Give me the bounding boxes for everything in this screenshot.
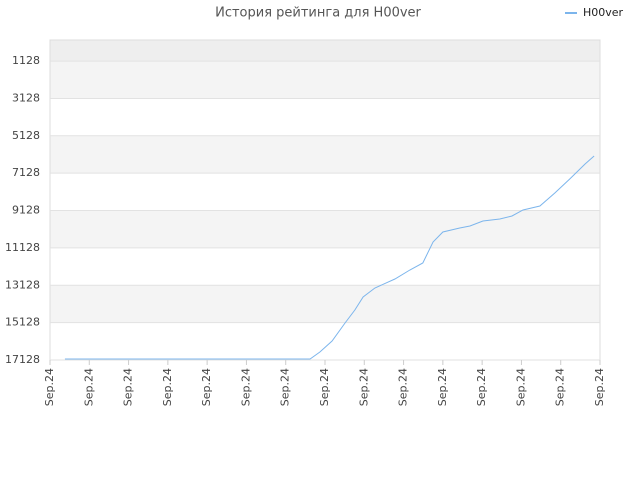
x-tick-label: Sep.24 [593,368,606,406]
y-tick-label: 7128 [12,166,40,179]
chart-title: История рейтинга для H00ver [215,6,421,21]
y-tick-label: 17128 [5,353,40,366]
x-tick-label: Sep.24 [200,368,213,406]
grid-band [50,135,600,174]
y-tick-label: 1128 [12,54,40,67]
x-tick-label: Sep.24 [475,368,488,406]
x-tick-label: Sep.24 [554,368,567,406]
x-tick-label: Sep.24 [161,368,174,406]
y-tick-label: 9128 [12,204,40,217]
y-tick-label: 11128 [5,241,40,254]
line [64,155,595,360]
x-tick-label: Sep.24 [43,368,56,406]
x-tick-label: Sep.24 [82,368,95,406]
grid-band [50,285,600,323]
x-tick-label: Sep.24 [279,368,292,406]
x-tick-label: Sep.24 [357,368,370,406]
y-tick-label: 15128 [5,316,40,329]
grid-band [50,210,600,248]
x-tick-label: Sep.24 [514,368,527,406]
y-tick-label: 13128 [5,278,40,291]
y-tick-label: 5128 [12,129,40,142]
grid-band [50,61,600,99]
x-tick-label: Sep.24 [397,368,410,406]
x-tick-label: Sep.24 [318,368,331,406]
y-tick-label: 3128 [12,91,40,104]
legend-label: H00ver [583,6,624,19]
x-tick-label: Sep.24 [436,368,449,406]
grid-band [50,40,600,62]
x-tick-label: Sep.24 [122,368,135,406]
x-tick-label: Sep.24 [239,368,252,406]
